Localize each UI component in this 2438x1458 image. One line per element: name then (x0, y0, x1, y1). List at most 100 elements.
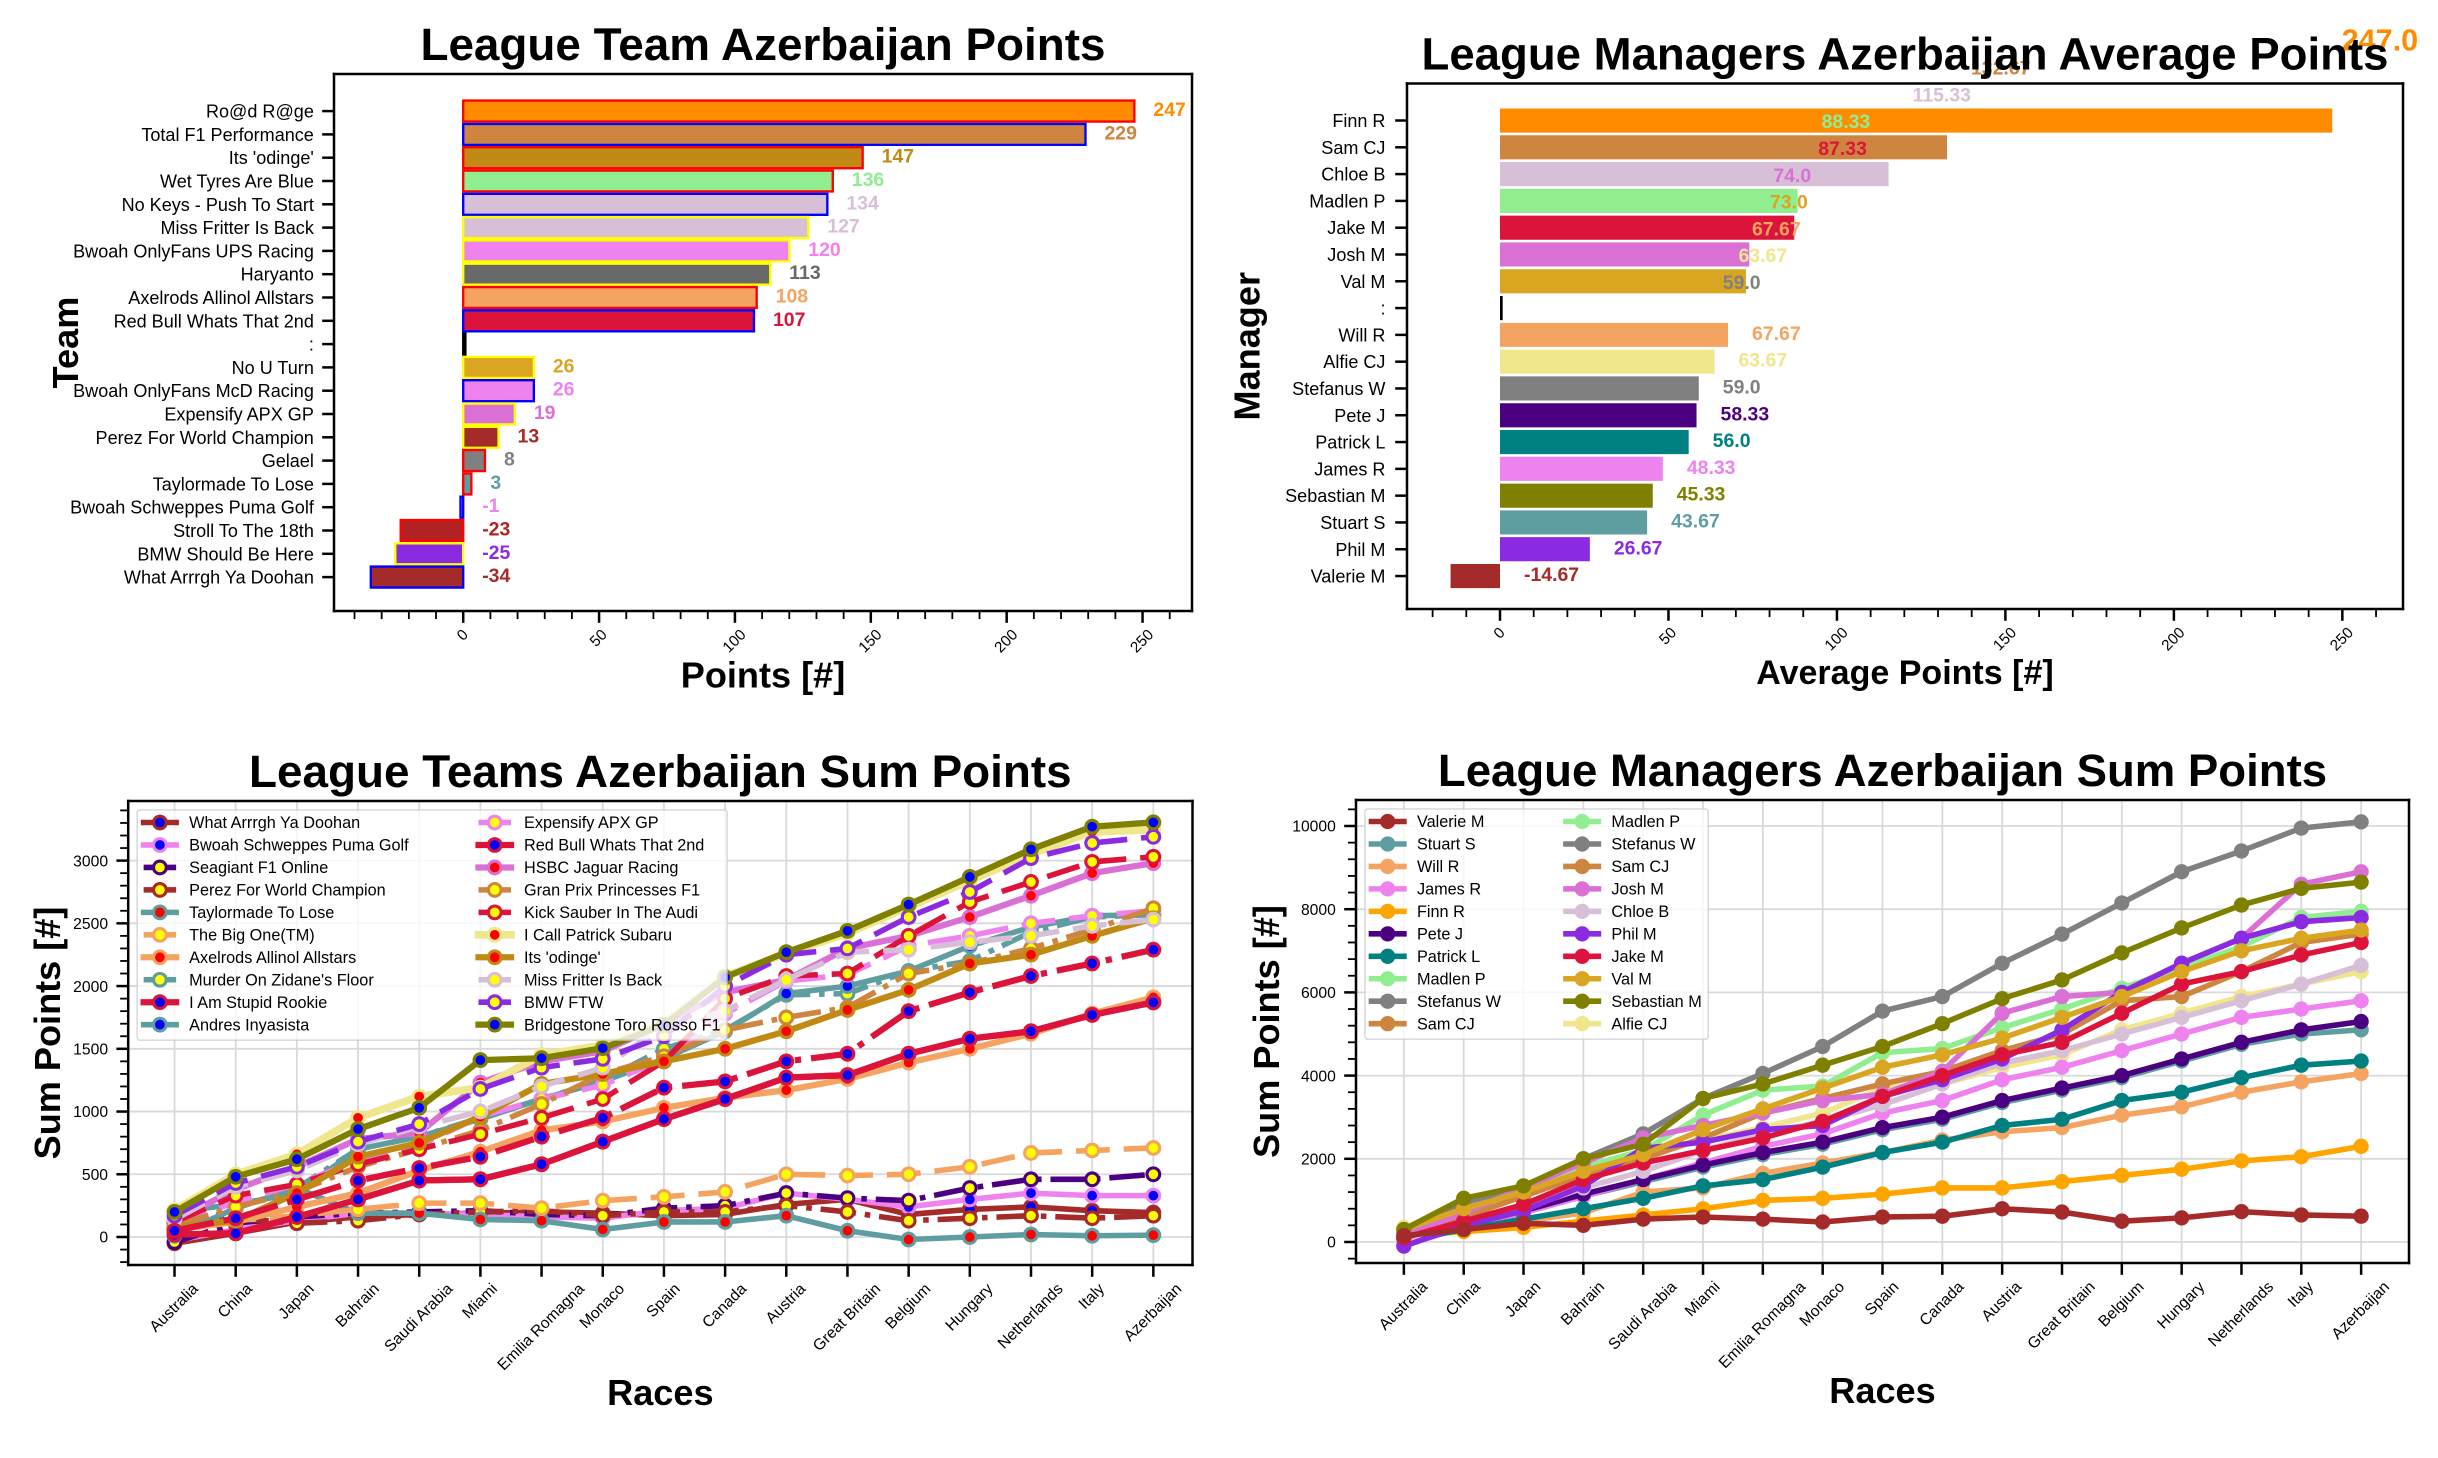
svg-text:Points [#]: Points [#] (681, 654, 846, 695)
svg-text:Val M: Val M (1341, 272, 1386, 292)
svg-text:26: 26 (553, 355, 575, 377)
svg-text:3: 3 (490, 472, 501, 494)
svg-text:115.33: 115.33 (1913, 84, 1972, 106)
svg-text:What Arrrgh Ya Doohan: What Arrrgh Ya Doohan (124, 568, 314, 588)
svg-text:Miss Fritter Is Back: Miss Fritter Is Back (160, 218, 314, 238)
svg-text:8: 8 (504, 449, 515, 471)
svg-text:2000: 2000 (1301, 1151, 1336, 1168)
svg-text:26: 26 (553, 379, 575, 401)
svg-text:-23: -23 (482, 519, 510, 541)
svg-text:Miss Fritter Is Back: Miss Fritter Is Back (524, 971, 663, 989)
svg-text:Its 'odinge': Its 'odinge' (524, 949, 601, 967)
svg-text:Val M: Val M (1611, 970, 1651, 988)
svg-text:-14.67: -14.67 (1524, 564, 1579, 586)
svg-text:Josh M: Josh M (1327, 245, 1385, 265)
svg-text:Taylormade To Lose: Taylormade To Lose (189, 904, 334, 922)
svg-text:63.67: 63.67 (1739, 245, 1788, 267)
svg-text:67.67: 67.67 (1752, 323, 1801, 345)
svg-text:James R: James R (1314, 459, 1385, 479)
svg-text:67.67: 67.67 (1752, 218, 1801, 240)
svg-text:132.67: 132.67 (1971, 58, 2030, 80)
svg-text:Haryanto: Haryanto (241, 265, 314, 285)
svg-text:Finn R: Finn R (1332, 111, 1385, 131)
svg-text:Finn R: Finn R (1417, 903, 1465, 921)
svg-text:Ro@d R@ge: Ro@d R@ge (206, 102, 314, 122)
svg-text:League Managers Azerbaijan Sum: League Managers Azerbaijan Sum Points (1438, 745, 2327, 796)
svg-text:8000: 8000 (1301, 902, 1336, 919)
svg-text::: : (309, 335, 314, 355)
svg-text:Bwoah Schweppes Puma Golf: Bwoah Schweppes Puma Golf (189, 837, 409, 855)
svg-text:113: 113 (789, 262, 821, 284)
svg-text:Andres Inyasista: Andres Inyasista (189, 1016, 310, 1034)
svg-text:Chloe B: Chloe B (1611, 903, 1669, 921)
svg-text:6000: 6000 (1301, 985, 1336, 1002)
svg-text:Its 'odinge': Its 'odinge' (229, 148, 314, 168)
svg-text:136: 136 (852, 169, 885, 191)
svg-text:1500: 1500 (73, 1041, 108, 1058)
svg-text:Phil M: Phil M (1335, 540, 1385, 560)
svg-text:Patrick L: Patrick L (1417, 948, 1480, 966)
svg-text:No Keys - Push To Start: No Keys - Push To Start (122, 195, 314, 215)
svg-text:26.67: 26.67 (1614, 537, 1663, 559)
svg-text:Wet Tyres Are Blue: Wet Tyres Are Blue (160, 172, 314, 192)
svg-text:0: 0 (99, 1230, 108, 1247)
svg-text:League Teams Azerbaijan Sum Po: League Teams Azerbaijan Sum Points (249, 746, 1072, 797)
svg-text:BMW Should Be Here: BMW Should Be Here (137, 544, 314, 564)
svg-text:500: 500 (82, 1167, 108, 1184)
svg-text:Stuart S: Stuart S (1320, 513, 1385, 533)
svg-text:Sum Points [#]: Sum Points [#] (27, 907, 68, 1160)
svg-text:Total F1 Performance: Total F1 Performance (141, 125, 314, 145)
svg-text:Madlen P: Madlen P (1309, 191, 1385, 211)
svg-text:0: 0 (1327, 1235, 1336, 1252)
svg-text:45.33: 45.33 (1677, 484, 1726, 506)
svg-text:134: 134 (846, 192, 879, 214)
svg-text:229: 229 (1104, 122, 1137, 144)
svg-text:2500: 2500 (73, 916, 108, 933)
svg-text:127: 127 (827, 216, 859, 238)
svg-text:Perez For World Champion: Perez For World Champion (96, 428, 314, 448)
svg-text:107: 107 (773, 309, 805, 331)
svg-text:59.0: 59.0 (1723, 376, 1761, 398)
svg-text:League Team Azerbaijan Points: League Team Azerbaijan Points (420, 19, 1105, 70)
svg-text:What Arrrgh Ya Doohan: What Arrrgh Ya Doohan (189, 814, 360, 832)
svg-text:Madlen P: Madlen P (1611, 813, 1680, 831)
svg-text:Will R: Will R (1417, 858, 1459, 876)
svg-text:Seagiant F1 Online: Seagiant F1 Online (189, 859, 328, 877)
svg-text:Bwoah OnlyFans UPS Racing: Bwoah OnlyFans UPS Racing (73, 241, 314, 261)
svg-text:Gelael: Gelael (262, 451, 314, 471)
svg-text:Axelrods Allinol Allstars: Axelrods Allinol Allstars (189, 949, 356, 967)
svg-text:19: 19 (534, 402, 556, 424)
svg-text:56.0: 56.0 (1713, 430, 1751, 452)
svg-text:Jake M: Jake M (1611, 948, 1663, 966)
svg-text:Stefanus W: Stefanus W (1292, 379, 1385, 399)
svg-text:Manager: Manager (1226, 272, 1267, 420)
svg-text:147: 147 (882, 146, 914, 168)
svg-text:Expensify APX GP: Expensify APX GP (164, 405, 313, 425)
svg-text:Perez For World Champion: Perez For World Champion (189, 882, 386, 900)
svg-text:Expensify APX GP: Expensify APX GP (524, 814, 659, 832)
svg-text:Gran Prix Princesses F1: Gran Prix Princesses F1 (524, 882, 700, 900)
svg-text:13: 13 (518, 425, 540, 447)
svg-text:Axelrods Allinol Allstars: Axelrods Allinol Allstars (128, 288, 314, 308)
svg-text:Bwoah Schweppes Puma Golf: Bwoah Schweppes Puma Golf (70, 498, 315, 518)
svg-text:Alfie CJ: Alfie CJ (1611, 1015, 1667, 1033)
svg-text:Bwoah OnlyFans McD Racing: Bwoah OnlyFans McD Racing (73, 381, 314, 401)
svg-text:Average Points [#]: Average Points [#] (1756, 654, 2053, 692)
svg-text:Stefanus W: Stefanus W (1417, 993, 1502, 1011)
svg-text:I Am Stupid Rookie: I Am Stupid Rookie (189, 994, 327, 1012)
svg-text:3000: 3000 (73, 853, 108, 870)
svg-text:Sum Points [#]: Sum Points [#] (1246, 905, 1287, 1158)
svg-text:James R: James R (1417, 881, 1481, 899)
svg-text:247.0: 247.0 (2342, 24, 2418, 58)
svg-text:Sam CJ: Sam CJ (1611, 858, 1669, 876)
svg-text:HSBC Jaguar Racing: HSBC Jaguar Racing (524, 859, 678, 877)
svg-text:Chloe B: Chloe B (1321, 165, 1385, 185)
svg-text:Races: Races (1829, 1370, 1935, 1411)
svg-text:63.67: 63.67 (1739, 350, 1788, 372)
svg-text:Madlen P: Madlen P (1417, 970, 1486, 988)
svg-text:Phil M: Phil M (1611, 926, 1656, 944)
svg-text:-25: -25 (482, 542, 510, 564)
svg-text:Stroll To The 18th: Stroll To The 18th (173, 521, 314, 541)
svg-text:Valerie M: Valerie M (1417, 813, 1484, 831)
svg-text:10000: 10000 (1292, 819, 1336, 836)
